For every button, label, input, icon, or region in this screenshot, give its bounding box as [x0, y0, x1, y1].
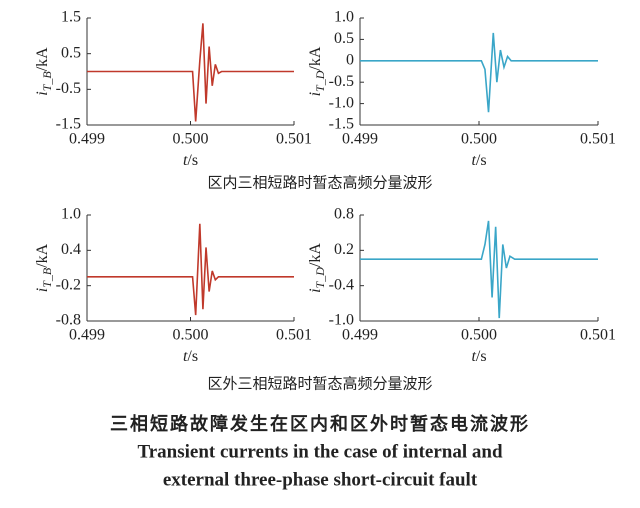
- series-line: [87, 23, 294, 122]
- x-tick-label: 0.500: [173, 131, 209, 148]
- figure-title-en: external three-phase short-circuit fault: [163, 469, 478, 490]
- x-label-unit: /s: [187, 152, 198, 169]
- x-tick-label: 0.500: [461, 327, 497, 344]
- series-line: [360, 32, 598, 113]
- x-label: t/s: [471, 348, 486, 365]
- y-tick-label: -0.4: [329, 276, 354, 293]
- y-label-symbol: i: [307, 288, 324, 292]
- x-tick-label: 0.499: [69, 327, 105, 344]
- y-tick-label: 0: [346, 51, 354, 68]
- y-tick-label: -0.2: [56, 276, 81, 293]
- y-tick-label: -1.5: [329, 116, 354, 133]
- y-label-unit: /kA: [34, 243, 51, 267]
- caption: 区内三相短路时暂态高频分量波形: [207, 174, 432, 192]
- x-label-unit: /s: [476, 152, 487, 169]
- y-tick-label: -0.5: [329, 73, 354, 90]
- x-label: t/s: [183, 152, 198, 169]
- y-tick-label: -1.0: [329, 94, 354, 111]
- y-label-subscript: T_B: [40, 71, 54, 92]
- x-label-symbol: t: [183, 348, 188, 365]
- x-tick-label: 0.501: [276, 131, 312, 148]
- series-line: [360, 220, 598, 319]
- x-tick-label: 0.501: [276, 327, 312, 344]
- x-label: t/s: [183, 348, 198, 365]
- x-tick-label: 0.499: [69, 131, 105, 148]
- x-label-unit: /s: [476, 348, 487, 365]
- x-tick-label: 0.499: [342, 131, 378, 148]
- y-tick-label: 0.5: [61, 44, 81, 61]
- y-tick-label: 1.0: [334, 9, 354, 26]
- x-tick-label: 0.500: [173, 327, 209, 344]
- y-label-subscript: T_B: [40, 267, 54, 288]
- x-tick-label: 0.501: [580, 327, 616, 344]
- x-label: t/s: [471, 152, 486, 169]
- y-label-symbol: i: [34, 288, 51, 292]
- y-tick-label: -0.5: [56, 80, 81, 97]
- y-tick-label: 0.8: [334, 206, 354, 223]
- y-label: iT_D/kA: [307, 243, 327, 293]
- y-label-unit: /kA: [34, 47, 51, 71]
- x-tick-label: 0.500: [461, 131, 497, 148]
- y-tick-label: 1.5: [61, 9, 81, 26]
- x-tick-label: 0.501: [580, 131, 616, 148]
- caption: 区外三相短路时暂态高频分量波形: [207, 375, 432, 393]
- y-label: iT_B/kA: [34, 243, 54, 292]
- figure-title: 三相短路故障发生在区内和区外时暂态电流波形: [110, 413, 530, 435]
- y-label-unit: /kA: [307, 46, 324, 70]
- y-label-subscript: T_D: [313, 267, 327, 289]
- y-tick-label: 0.2: [334, 241, 354, 258]
- y-label-symbol: i: [307, 92, 324, 96]
- y-label-subscript: T_D: [313, 70, 327, 92]
- y-tick-label: -1.0: [329, 312, 354, 329]
- y-tick-label: 0.5: [334, 30, 354, 47]
- y-label: iT_B/kA: [34, 47, 54, 96]
- x-label-unit: /s: [187, 348, 198, 365]
- y-tick-label: -1.5: [56, 116, 81, 133]
- y-tick-label: -0.8: [56, 312, 81, 329]
- y-label-unit: /kA: [307, 243, 324, 267]
- x-tick-label: 0.499: [342, 327, 378, 344]
- y-label: iT_D/kA: [307, 46, 327, 96]
- y-label-symbol: i: [34, 91, 51, 95]
- y-tick-label: 1.0: [61, 206, 81, 223]
- x-label-symbol: t: [183, 152, 188, 169]
- figure-title-en: Transient currents in the case of intern…: [137, 441, 502, 462]
- series-line: [87, 223, 294, 316]
- y-tick-label: 0.4: [61, 241, 81, 258]
- x-label-symbol: t: [471, 152, 476, 169]
- x-label-symbol: t: [471, 348, 476, 365]
